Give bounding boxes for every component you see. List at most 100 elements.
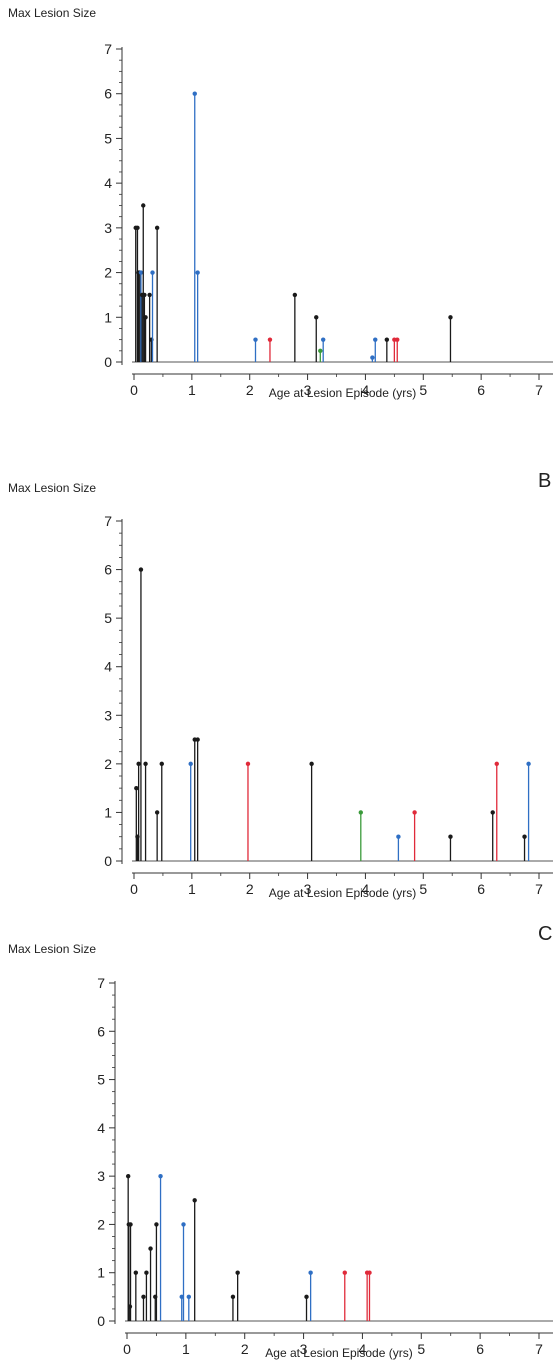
stem-point — [154, 810, 160, 815]
chart-panel-1: Max Lesion Size 0 1 2 3 4 5 6 7 0 1 2 3 4 5 6 7 Age at Le… — [8, 6, 553, 400]
x-axis-title: Age at Lesion Episode (yrs) — [269, 386, 416, 400]
stem-point — [192, 1198, 197, 1203]
y-axis-title: Max Lesion Size — [8, 481, 96, 495]
x-tick-label: 7 — [535, 881, 543, 897]
x-axis-title: Age at Lesion Episode (yrs) — [269, 886, 416, 900]
y-tick-label: 3 — [104, 220, 112, 236]
stem-point — [318, 348, 323, 354]
x-tick-label: 3 — [300, 1341, 308, 1357]
stem-point — [370, 355, 375, 360]
x-tick-label: 5 — [419, 382, 427, 398]
chart-panel-2: Max Lesion Size B 0 1 2 3 4 5 6 7 0 1 2 3 4 5 6 7 Age at L… — [8, 470, 553, 900]
stem-point — [192, 91, 197, 96]
stem-point — [195, 737, 200, 742]
stem-point — [148, 1246, 153, 1251]
x-tick-label: 5 — [419, 881, 427, 897]
x-tick-label: 0 — [123, 1341, 131, 1357]
y-tick-label: 7 — [97, 975, 105, 991]
stem-point — [494, 761, 499, 767]
x-tick-label: 0 — [130, 382, 138, 398]
y-tick-label: 1 — [104, 309, 112, 325]
stem-point — [188, 761, 193, 767]
x-tick-label: 2 — [241, 1341, 249, 1357]
stem-point — [133, 1270, 139, 1275]
stem-point — [358, 810, 363, 815]
stem-point — [314, 315, 319, 320]
stem-point — [235, 1270, 240, 1275]
stem-point — [186, 1294, 191, 1300]
y-tick-label: 3 — [104, 707, 112, 723]
x-tick-label: 7 — [535, 382, 543, 398]
x-tick-label: 2 — [246, 881, 254, 897]
y-tick-label: 2 — [104, 756, 112, 772]
stem-point — [412, 810, 417, 815]
y-tick-label: 4 — [104, 175, 112, 191]
stem-point — [253, 337, 258, 342]
y-tick-label: 1 — [104, 804, 112, 820]
x-tick-label: 4 — [362, 382, 370, 398]
y-tick-label: 2 — [104, 265, 112, 281]
stem-point — [230, 1294, 236, 1300]
y-tick-label: 7 — [104, 513, 112, 529]
y-tick-label: 0 — [104, 853, 112, 869]
stem-point — [135, 225, 140, 231]
x-tick-label: 3 — [304, 382, 312, 398]
stem-point — [150, 270, 155, 275]
stem-point — [141, 1294, 146, 1300]
stem-point — [522, 834, 527, 839]
stem-point — [181, 1222, 186, 1227]
stem-point — [143, 761, 148, 767]
stem-point — [147, 292, 152, 298]
stem-point — [373, 337, 378, 342]
stem-point — [158, 1173, 163, 1179]
x-axis-title: Age at Lesion Episode (yrs) — [265, 1346, 412, 1360]
y-tick-label: 5 — [104, 610, 112, 626]
x-tick-label: 2 — [246, 382, 254, 398]
y-tick-label: 1 — [97, 1265, 105, 1281]
y-tick-label: 4 — [104, 659, 112, 675]
y-tick-label: 4 — [97, 1120, 105, 1136]
panel-label: B — [538, 470, 551, 492]
stem-point — [526, 761, 531, 767]
x-tick-label: 1 — [182, 1341, 190, 1357]
stem-point — [267, 337, 273, 342]
panel-label: C — [538, 923, 552, 945]
stem-point — [195, 270, 200, 275]
stem-point — [138, 567, 144, 572]
stem-point — [142, 292, 147, 298]
stem-point — [320, 337, 326, 342]
y-tick-label: 5 — [104, 130, 112, 146]
x-tick-label: 1 — [188, 881, 196, 897]
y-tick-label: 3 — [97, 1168, 105, 1184]
x-tick-label: 6 — [477, 881, 485, 897]
stem-point — [144, 1270, 149, 1275]
x-tick-label: 4 — [362, 881, 370, 897]
x-tick-label: 6 — [476, 1341, 484, 1357]
stem-point — [134, 785, 139, 791]
x-tick-label: 6 — [477, 382, 485, 398]
y-tick-label: 0 — [104, 354, 112, 370]
y-axis-title: Max Lesion Size — [8, 942, 96, 956]
stem-point — [141, 203, 146, 208]
stem-point — [179, 1294, 184, 1300]
stem-point — [342, 1270, 347, 1275]
stem-point — [138, 270, 144, 275]
y-tick-label: 2 — [97, 1216, 105, 1232]
stem-point — [292, 292, 298, 298]
chart-panel-3: Max Lesion Size C 0 1 2 3 4 5 6 7 0 1 2 3 4 5 6 7 Age at L… — [8, 923, 553, 1360]
stem-point — [309, 761, 314, 767]
y-tick-label: 6 — [104, 562, 112, 578]
y-tick-label: 5 — [97, 1072, 105, 1088]
stem-point — [159, 761, 164, 767]
stem-point — [308, 1270, 313, 1275]
stem-point — [304, 1294, 309, 1300]
stem-point — [125, 1173, 131, 1179]
y-axis-title: Max Lesion Size — [8, 6, 96, 20]
stem-point — [154, 1222, 159, 1227]
stem-point — [395, 337, 400, 342]
y-tick-label: 7 — [104, 41, 112, 57]
x-tick-label: 3 — [304, 881, 312, 897]
stem-point — [245, 761, 251, 767]
x-tick-label: 1 — [188, 382, 196, 398]
